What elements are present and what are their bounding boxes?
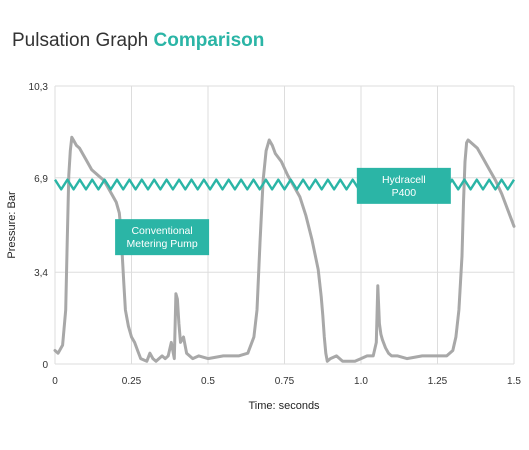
x-tick-label: 1.25 xyxy=(428,376,448,387)
y-axis-ticks: 0 3,4 6,9 10,3 xyxy=(29,82,49,371)
x-tick-label: 1.5 xyxy=(507,376,521,387)
x-tick-label: 1.0 xyxy=(354,376,368,387)
y-tick-label: 3,4 xyxy=(34,268,48,279)
x-tick-label: 0 xyxy=(52,376,58,387)
y-tick-label: 6,9 xyxy=(34,174,48,185)
x-tick-label: 0.75 xyxy=(275,376,295,387)
y-axis-title: Pressure: Bar xyxy=(6,191,18,259)
chart-title-main: Pulsation Graph xyxy=(12,30,149,51)
annotation-label: P400 xyxy=(392,187,417,199)
chart-title: Pulsation Graph Comparison xyxy=(12,30,264,52)
y-tick-label: 10,3 xyxy=(29,82,49,93)
annotation-box xyxy=(356,167,451,204)
x-axis-ticks: 0 0.25 0.5 0.75 1.0 1.25 1.5 xyxy=(52,376,521,387)
x-tick-label: 0.5 xyxy=(201,376,215,387)
y-tick-label: 0 xyxy=(42,360,48,371)
annotation-box xyxy=(115,219,210,256)
x-tick-label: 0.25 xyxy=(122,376,142,387)
grid xyxy=(54,85,515,365)
annotation-label: Conventional xyxy=(131,225,192,237)
chart-title-accent: Comparison xyxy=(153,30,265,51)
annotation-label: Hydracell xyxy=(382,174,426,186)
x-axis-title: Time: seconds xyxy=(248,400,320,412)
annotation-label: Metering Pump xyxy=(126,238,197,250)
